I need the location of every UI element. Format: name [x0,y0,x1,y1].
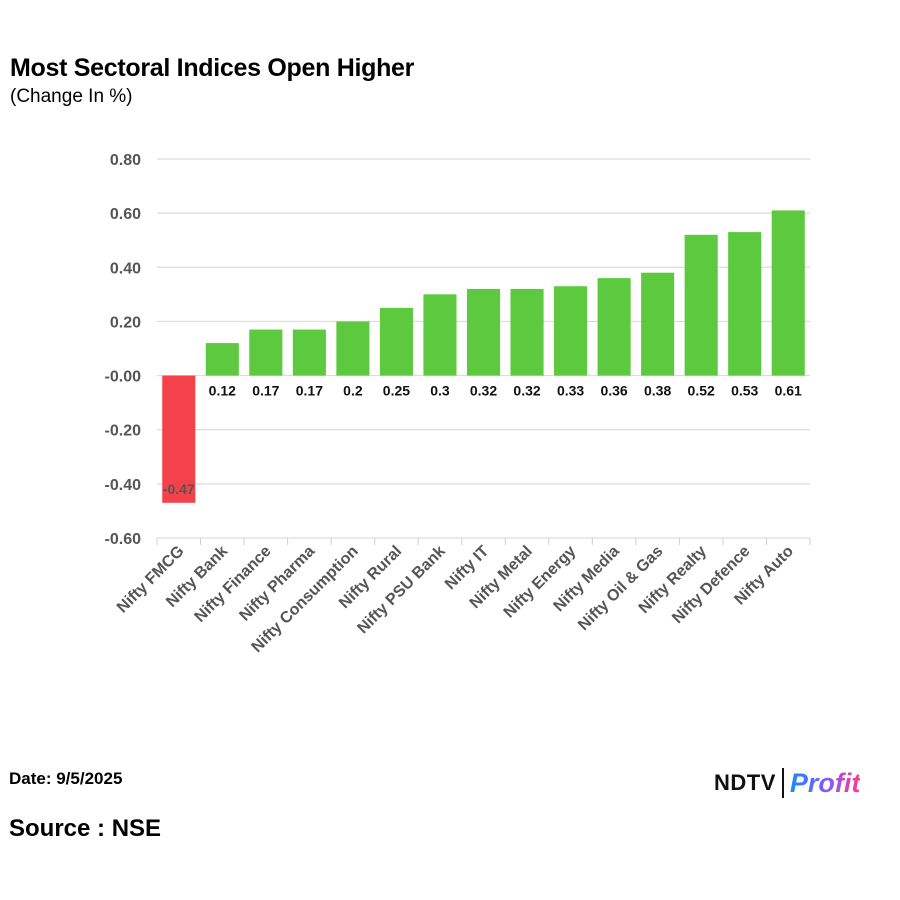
bar-value-label: -0.47 [163,481,195,497]
date-label: Date: 9/5/2025 [9,769,123,788]
bar [510,288,544,376]
chart-subtitle: (Change In %) [10,86,133,107]
bar [292,329,326,376]
y-tick-label: 0.80 [110,152,141,169]
y-tick-label: -0.00 [105,369,142,386]
bar [379,307,413,376]
bar-value-label: 0.53 [731,383,758,399]
y-tick-label: -0.20 [105,423,142,440]
bar-value-label: 0.2 [343,383,363,399]
x-category-label: Nifty Defence [669,543,753,627]
bar [641,272,675,376]
bar-value-label: 0.32 [513,383,540,399]
bar-value-label: 0.52 [688,383,715,399]
bar [205,343,239,376]
logo-ndtv-text: NDTV [714,770,776,795]
bar-value-label: 0.33 [557,383,584,399]
logo-profit-text: Profit [789,767,861,798]
ndtv-profit-logo: NDTV Profit [714,766,860,800]
bar-value-label: 0.25 [383,383,410,399]
bar [728,232,762,376]
bar-chart: 0.80 0.60 0.40 0.20 -0.00 -0.20 -0.40 -0.60 -0.4… [105,152,811,656]
bar-value-label: 0.36 [600,383,627,399]
bar-value-label: 0.38 [644,383,671,399]
y-tick-label: 0.40 [110,260,141,277]
y-tick-label: 0.20 [110,314,141,331]
y-tick-label: -0.40 [105,477,142,494]
logo-separator [781,768,784,798]
bar [423,294,457,376]
bar [466,288,501,376]
source-label: Source : NSE [9,815,162,842]
bar [771,210,805,376]
y-tick-label: 0.60 [110,206,141,223]
bar [597,278,631,376]
bar-value-label: 0.32 [470,383,497,399]
bar-value-label: 0.17 [296,383,323,399]
bar [554,286,588,376]
x-category-label: Nifty Pharma [236,543,318,625]
bar-value-label: 0.61 [775,383,802,399]
bar-value-label: 0.17 [252,383,279,399]
y-tick-label: -0.60 [105,531,142,548]
bar [162,375,196,503]
x-category-label: Nifty Finance [192,543,275,626]
bar [249,329,283,376]
chart-title: Most Sectoral Indices Open Higher [10,54,415,82]
bar-value-label: 0.3 [430,383,450,399]
bar [684,234,718,376]
bar [336,321,370,376]
bar-value-label: 0.12 [209,383,236,399]
